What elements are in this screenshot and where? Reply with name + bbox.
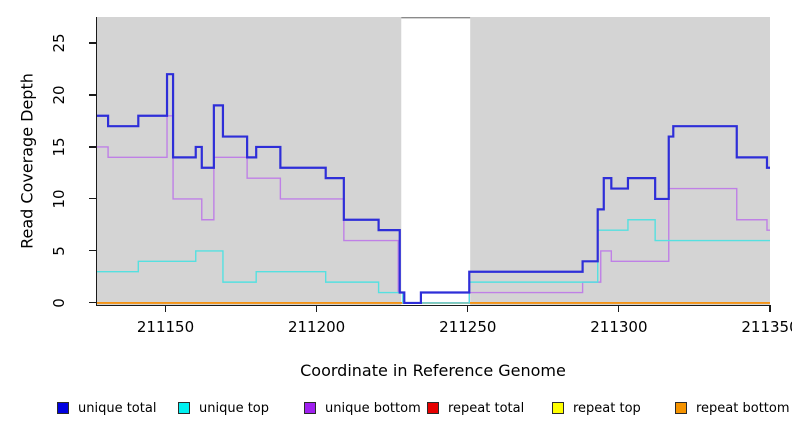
series-unique-total	[96, 73, 770, 305]
legend-swatch-unique-top	[178, 402, 190, 414]
y-tick-label: 5	[50, 246, 68, 256]
x-tick-mark	[164, 305, 167, 312]
series-unique-top	[96, 219, 770, 304]
x-tick-label: 211300	[590, 318, 648, 336]
y-tick-mark	[89, 250, 96, 252]
legend-swatch-repeat-total	[427, 402, 439, 414]
legend-item-unique-top: unique top	[178, 400, 270, 416]
x-tick-label: 211150	[136, 318, 195, 336]
x-tick-label: 211200	[287, 318, 346, 336]
y-tick-label: 10	[50, 189, 68, 209]
legend-item-repeat-total: repeat total	[427, 400, 525, 416]
legend-swatch-unique-bottom	[304, 402, 316, 414]
legend-swatch-unique-total	[57, 402, 69, 414]
legend-label-unique-top: unique top	[199, 400, 270, 416]
legend-item-repeat-top: repeat top	[552, 400, 641, 416]
y-tick-mark	[89, 146, 96, 148]
legend-swatch-repeat-top	[552, 402, 564, 414]
x-tick-label: 211250	[439, 318, 497, 336]
legend-item-unique-bottom: unique bottom	[304, 400, 421, 416]
x-tick-mark	[618, 305, 620, 312]
legend-label-unique-bottom: unique bottom	[325, 400, 421, 416]
y-tick-mark	[89, 42, 96, 44]
y-axis-line	[95, 17, 97, 306]
plot-area	[96, 17, 770, 305]
y-tick-label: 20	[50, 85, 68, 105]
y-tick-label: 15	[50, 137, 68, 157]
x-tick-mark	[769, 305, 771, 312]
coverage-chart	[96, 17, 770, 305]
legend-swatch-repeat-bottom	[675, 402, 687, 414]
x-tick-mark	[467, 305, 469, 312]
legend-label-repeat-top: repeat top	[573, 400, 641, 416]
x-axis-title: Coordinate in Reference Genome	[300, 361, 566, 380]
series-unique-bottom	[96, 115, 770, 304]
y-tick-label: 0	[50, 298, 68, 308]
legend-label-repeat-bottom: repeat bottom	[696, 400, 790, 416]
y-axis-title: Read Coverage Depth	[17, 73, 37, 249]
legend-label-repeat-total: repeat total	[448, 400, 525, 416]
legend-item-unique-total: unique total	[57, 400, 157, 416]
y-tick-label: 25	[50, 33, 68, 53]
legend-item-repeat-bottom: repeat bottom	[675, 400, 790, 416]
x-tick-mark	[316, 305, 318, 312]
y-tick-mark	[89, 94, 96, 96]
y-tick-mark	[89, 302, 96, 304]
coverage-gap-band	[401, 17, 471, 305]
x-axis-line	[95, 305, 771, 307]
legend-label-unique-total: unique total	[78, 400, 157, 416]
y-tick-mark	[89, 198, 96, 200]
